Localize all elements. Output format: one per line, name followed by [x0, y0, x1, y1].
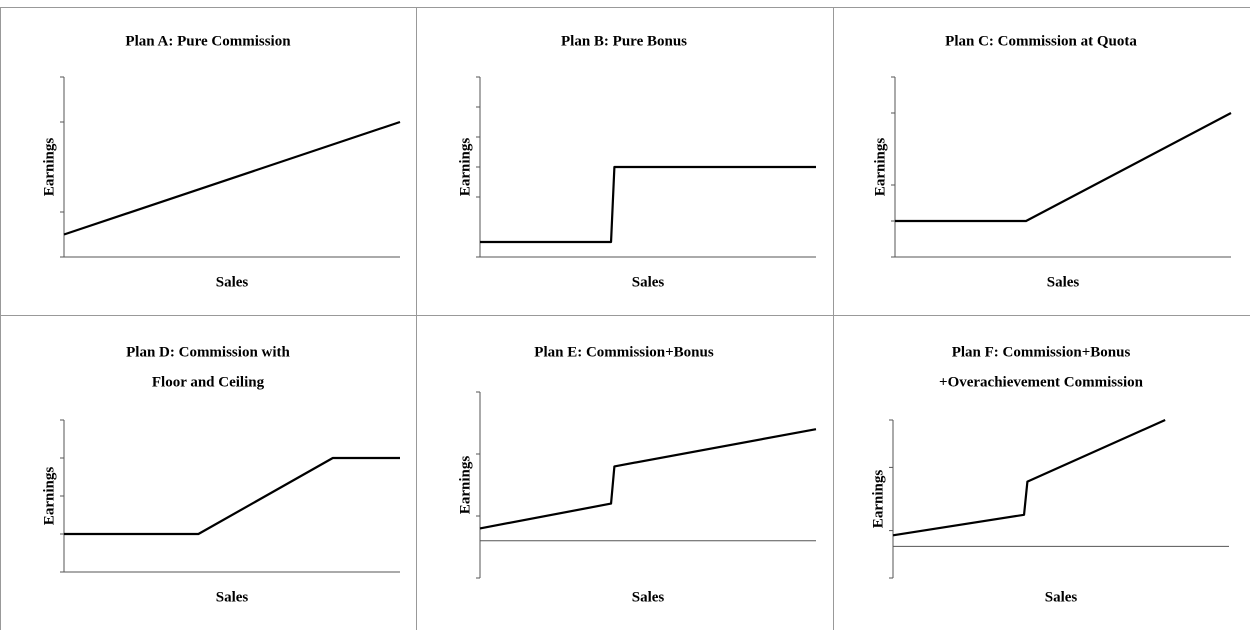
chart-title: Plan F: Commission+Bonus [952, 344, 1131, 360]
x-axis-label: Sales [1045, 589, 1078, 605]
chart-title: Plan E: Commission+Bonus [534, 344, 714, 360]
earnings-line [480, 165, 816, 244]
earnings-line [895, 112, 1232, 223]
y-axis-label: Earnings [457, 138, 473, 197]
chart-title: Plan B: Pure Bonus [561, 33, 687, 49]
y-axis-label: Earnings [41, 467, 57, 526]
y-axis-label: Earnings [870, 470, 886, 529]
panel-borders [0, 7, 1250, 630]
earnings-line [64, 456, 400, 536]
chart-title: Plan D: Commission with [126, 344, 290, 360]
chart-title: Floor and Ceiling [152, 374, 265, 390]
x-axis-label: Sales [632, 274, 665, 290]
x-axis-label: Sales [632, 589, 665, 605]
earnings-line [892, 418, 1166, 537]
x-axis-label: Sales [216, 589, 249, 605]
x-axis-label: Sales [1047, 274, 1080, 290]
y-axis-label: Earnings [457, 456, 473, 515]
x-axis-label: Sales [216, 274, 249, 290]
y-axis-label: Earnings [872, 138, 888, 197]
y-axis-label: Earnings [41, 138, 57, 197]
earnings-line [479, 428, 817, 530]
chart-title: Plan C: Commission at Quota [945, 33, 1137, 49]
chart-title: Plan A: Pure Commission [125, 33, 291, 49]
earnings-line [63, 120, 401, 236]
chart-title: +Overachievement Commission [939, 374, 1144, 390]
